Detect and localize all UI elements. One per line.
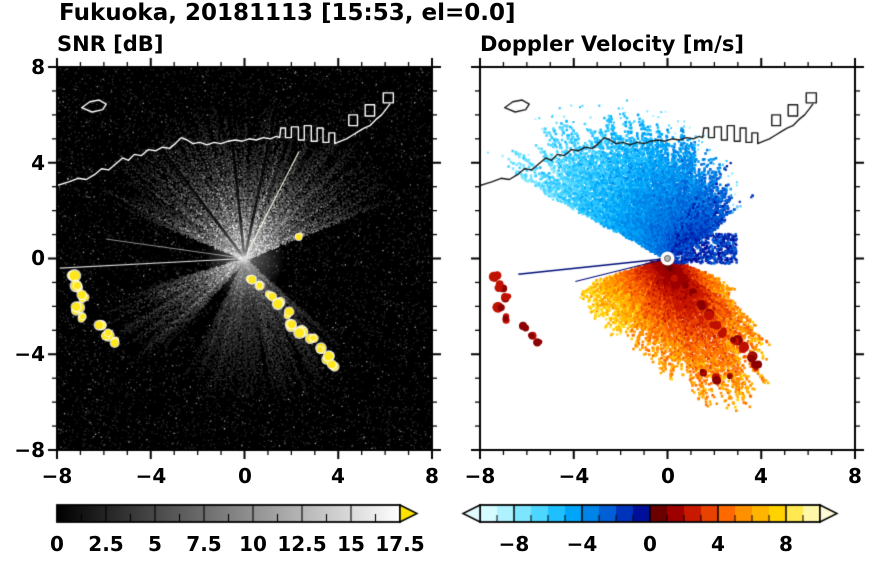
velocity-plot-area <box>480 67 855 450</box>
x-tick-label: −4 <box>135 464 167 488</box>
snr-colorbar-label: 5 <box>148 532 162 556</box>
snr-plot-area <box>57 67 432 450</box>
velocity-colorbar-label: 8 <box>779 532 793 556</box>
y-tick-label: 4 <box>31 151 45 175</box>
snr-colorbar-label: 17.5 <box>375 532 425 556</box>
velocity-colorbar-label: 0 <box>643 532 657 556</box>
snr-colorbar-label: 12.5 <box>277 532 327 556</box>
velocity-colorbar-label: −4 <box>566 532 598 556</box>
x-tick-label: 4 <box>754 464 768 488</box>
x-tick-label: −4 <box>558 464 590 488</box>
velocity-colorbar-label: 4 <box>711 532 725 556</box>
snr-colorbar-label: 10 <box>239 532 267 556</box>
figure-title: Fukuoka, 20181113 [15:53, el=0.0] <box>59 0 516 26</box>
x-tick-label: −8 <box>41 464 73 488</box>
snr-colorbar <box>57 505 418 522</box>
velocity-colorbar-label: −8 <box>498 532 530 556</box>
velocity-colorbar <box>462 505 838 522</box>
x-tick-label: 8 <box>425 464 439 488</box>
snr-colorbar-label: 15 <box>337 532 365 556</box>
y-tick-label: 8 <box>31 55 45 79</box>
x-tick-label: 8 <box>848 464 862 488</box>
x-tick-label: −8 <box>464 464 496 488</box>
snr-colorbar-label: 7.5 <box>186 532 222 556</box>
x-tick-label: 0 <box>238 464 252 488</box>
snr-colorbar-label: 0 <box>50 532 64 556</box>
velocity-panel-title: Doppler Velocity [m/s] <box>480 32 744 56</box>
y-tick-label: −4 <box>14 342 45 366</box>
y-tick-label: 0 <box>31 246 45 270</box>
snr-colorbar-label: 2.5 <box>88 532 124 556</box>
x-tick-label: 4 <box>331 464 345 488</box>
snr-panel-title: SNR [dB] <box>57 32 164 56</box>
y-tick-label: −8 <box>14 438 45 462</box>
x-tick-label: 0 <box>661 464 675 488</box>
